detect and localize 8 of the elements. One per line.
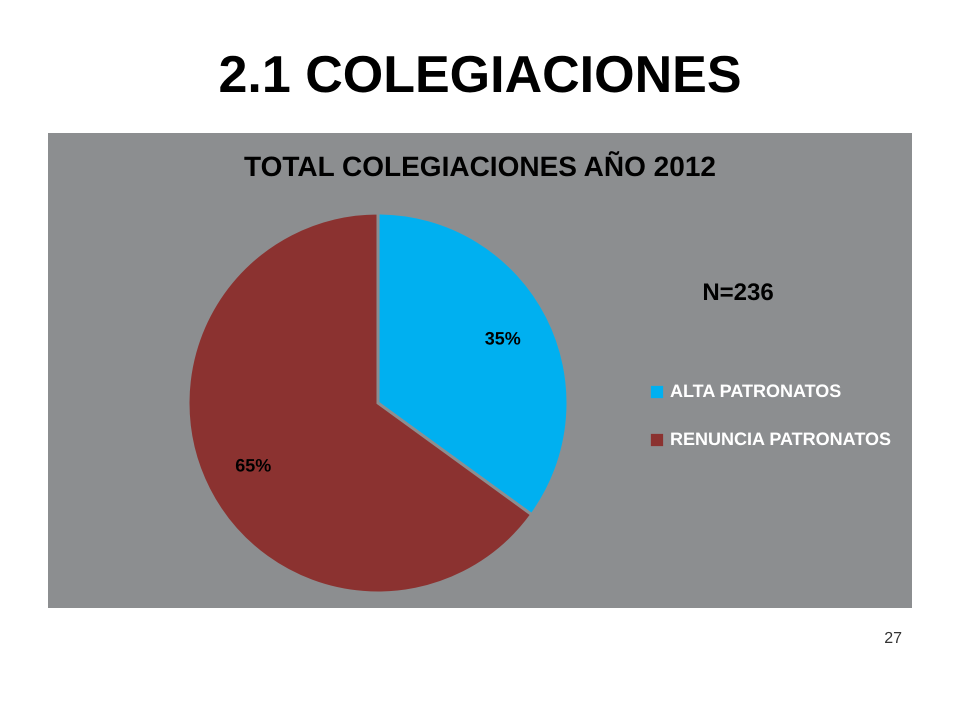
legend-label: RENUNCIA PATRONATOS <box>670 429 892 449</box>
chart-title: 2.1 COLEGIACIONES <box>218 46 742 104</box>
text: N=236 <box>702 279 774 306</box>
text: 27 <box>884 630 902 647</box>
chart-subtitle: TOTAL COLEGIACIONES AÑO 2012 <box>244 151 716 182</box>
data-label: 65% <box>235 456 272 476</box>
legend-label: ALTA PATRONATOS <box>670 381 842 401</box>
data-label: 35% <box>484 328 521 348</box>
